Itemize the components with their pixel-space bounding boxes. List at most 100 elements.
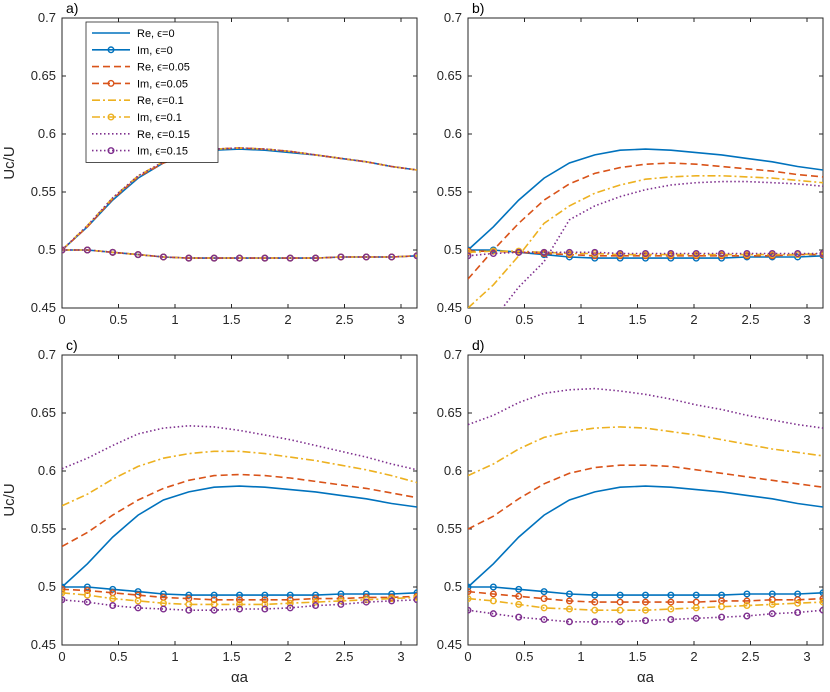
data-point	[616, 254, 624, 262]
data-point	[109, 602, 117, 610]
data-point	[515, 600, 523, 608]
data-point	[286, 254, 294, 262]
data-point	[692, 614, 700, 622]
data-point	[515, 613, 523, 621]
data-point	[565, 618, 573, 626]
data-point	[768, 600, 776, 608]
data-point	[642, 598, 650, 606]
data-point	[134, 597, 142, 605]
data-point	[286, 591, 294, 599]
data-point	[692, 604, 700, 612]
data-point	[565, 590, 573, 598]
data-point	[768, 610, 776, 618]
series-line	[62, 249, 417, 259]
y-tick-label: 0.55	[437, 184, 462, 199]
legend-entry: Re, ϵ=0.05	[137, 62, 190, 74]
data-point	[159, 605, 167, 613]
series-group	[468, 148, 823, 308]
series-group	[468, 387, 823, 626]
panel-label: b)	[472, 0, 484, 16]
data-point	[667, 249, 675, 257]
series-line	[62, 592, 417, 606]
data-point	[819, 598, 823, 606]
data-point	[591, 591, 599, 599]
panel-a: 0 0.5 1 1.5 2 2.5 3 0.45 0.5 0.55 0.6 0.65 0.7 Uc/U a)…	[1, 0, 418, 327]
legend-entry: Im, ϵ=0.15	[137, 146, 188, 158]
x-tick-label: 0.5	[109, 312, 127, 327]
data-point	[468, 606, 472, 614]
data-point	[62, 589, 66, 597]
x-tick-label: 3	[803, 312, 810, 327]
data-point	[591, 618, 599, 626]
data-point	[718, 613, 726, 621]
legend-entry: Re, ϵ=0.1	[137, 95, 184, 107]
data-point	[591, 252, 599, 260]
data-point	[261, 591, 269, 599]
data-point	[388, 595, 396, 603]
legend-entry: Re, ϵ=0.15	[137, 129, 190, 141]
data-point	[235, 591, 243, 599]
series-line	[62, 249, 417, 259]
data-point	[210, 606, 218, 614]
series-line	[468, 485, 823, 588]
data-point	[515, 585, 523, 593]
legend-entry: Re, ϵ=0	[137, 28, 175, 40]
data-point	[185, 606, 193, 614]
y-tick-label: 0.45	[437, 637, 462, 652]
series-line	[468, 609, 823, 623]
data-point	[83, 591, 91, 599]
y-tick-label: 0.6	[38, 463, 56, 478]
data-point	[312, 254, 320, 262]
data-point	[819, 595, 823, 603]
y-tick-label: 0.5	[444, 579, 462, 594]
x-axis-label: αa	[231, 669, 249, 686]
data-point	[489, 597, 497, 605]
data-point	[235, 600, 243, 608]
data-point	[109, 248, 117, 256]
x-tick-label: 0	[464, 649, 471, 664]
y-tick-label: 0.7	[38, 10, 56, 25]
data-point	[768, 249, 776, 257]
x-tick-label: 1	[577, 312, 584, 327]
data-point	[642, 249, 650, 257]
data-point	[540, 615, 548, 623]
axes-box	[61, 17, 418, 309]
data-point	[667, 605, 675, 613]
data-point	[468, 588, 472, 596]
data-point	[489, 610, 497, 618]
data-point	[62, 246, 66, 254]
data-point	[337, 590, 345, 598]
data-point	[540, 604, 548, 612]
data-point	[489, 590, 497, 598]
series-line	[62, 485, 417, 588]
y-tick-label: 0.45	[437, 300, 462, 315]
data-point	[692, 249, 700, 257]
data-point	[337, 253, 345, 261]
panel-c: 0 0.5 1 1.5 2 2.5 3 0.45 0.5 0.55 0.6 0.65 0.7 Uc/U αa…	[1, 337, 418, 686]
x-tick-label: 0.5	[109, 649, 127, 664]
data-point	[261, 254, 269, 262]
series-line	[468, 250, 823, 256]
data-point	[591, 598, 599, 606]
data-point	[743, 602, 751, 610]
data-point	[468, 595, 472, 603]
series-line	[62, 473, 417, 548]
data-point	[261, 596, 269, 604]
panel-d: 0 0.5 1 1.5 2 2.5 3 0.45 0.5 0.55 0.6 0.65 0.7 αa d)	[437, 337, 824, 686]
data-point	[768, 596, 776, 604]
data-point	[794, 249, 802, 257]
data-point	[413, 252, 417, 260]
series-line	[62, 147, 417, 251]
y-tick-label: 0.7	[38, 347, 56, 362]
series-line	[62, 424, 417, 471]
data-point	[819, 249, 823, 257]
series-line	[468, 464, 823, 530]
data-point	[718, 249, 726, 257]
x-tick-label: 1.5	[222, 649, 240, 664]
data-point	[743, 590, 751, 598]
y-tick-label: 0.65	[31, 405, 56, 420]
series-line	[62, 147, 417, 251]
data-point	[692, 591, 700, 599]
data-point	[261, 600, 269, 608]
y-tick-label: 0.65	[437, 68, 462, 83]
